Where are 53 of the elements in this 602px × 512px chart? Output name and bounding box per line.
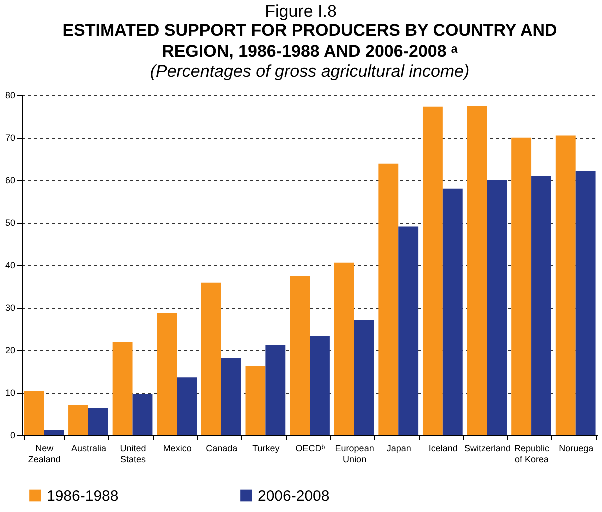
bar xyxy=(310,336,330,435)
y-tick-label: 60 xyxy=(5,176,16,186)
x-tick-label: Noruega xyxy=(559,444,594,454)
bar xyxy=(442,188,463,435)
bar xyxy=(487,180,508,435)
y-tick-label: 40 xyxy=(5,260,16,270)
x-tick-label: New Zealand xyxy=(28,444,61,464)
y-tick-label: 30 xyxy=(5,303,16,313)
x-tick-label: OECDᵇ xyxy=(296,444,326,454)
x-tick-label: Turkey xyxy=(252,444,280,454)
bar xyxy=(68,405,88,435)
x-tick-label: Canada xyxy=(206,444,238,454)
bar xyxy=(467,106,488,435)
y-tick-label: 80 xyxy=(5,90,16,100)
legend-label: 2006-2008 xyxy=(258,488,330,505)
y-tick-label: 0 xyxy=(10,430,16,440)
bar xyxy=(334,262,354,435)
bar xyxy=(422,106,443,435)
bar xyxy=(88,408,108,435)
bar xyxy=(556,136,576,435)
chart-subtitle: (Percentages of gross agricultural income) xyxy=(150,62,470,81)
bar xyxy=(378,164,399,435)
y-tick-label: 50 xyxy=(5,218,16,228)
bar xyxy=(157,313,178,435)
bar xyxy=(246,366,266,435)
bar xyxy=(290,276,310,435)
text: Figure I.8 xyxy=(264,2,338,22)
y-tick-label: 70 xyxy=(5,133,16,143)
bar xyxy=(532,176,552,435)
x-tick-label: Switzerland xyxy=(464,444,511,454)
bar xyxy=(112,342,133,435)
y-tick-label: 20 xyxy=(5,346,16,356)
bar xyxy=(132,394,153,435)
bar xyxy=(201,282,222,435)
x-tick-label: Iceland xyxy=(428,444,458,454)
x-tick-label: Australia xyxy=(71,444,106,454)
x-tick-label: United States xyxy=(120,444,147,464)
bar xyxy=(266,345,286,435)
bar xyxy=(512,138,532,435)
x-tick-label: Republic of Korea xyxy=(514,444,550,464)
bar xyxy=(576,171,596,435)
bar xyxy=(398,226,419,435)
legend-label: 1986-1988 xyxy=(47,488,119,505)
y-tick-label: 10 xyxy=(5,388,16,398)
x-tick-label: European Union xyxy=(335,444,374,464)
x-tick-label: Mexico xyxy=(163,444,192,454)
chart-title: ESTIMATED SUPPORT FOR PRODUCERS BY COUNTRY AND REGION, 1986-1988 AND 2006-2008 ᵃ xyxy=(62,21,558,61)
bar xyxy=(24,391,44,435)
bar xyxy=(177,378,198,435)
bar xyxy=(44,430,64,435)
bar xyxy=(221,358,242,435)
bar xyxy=(354,320,374,435)
x-tick-label: Japan xyxy=(386,444,412,454)
